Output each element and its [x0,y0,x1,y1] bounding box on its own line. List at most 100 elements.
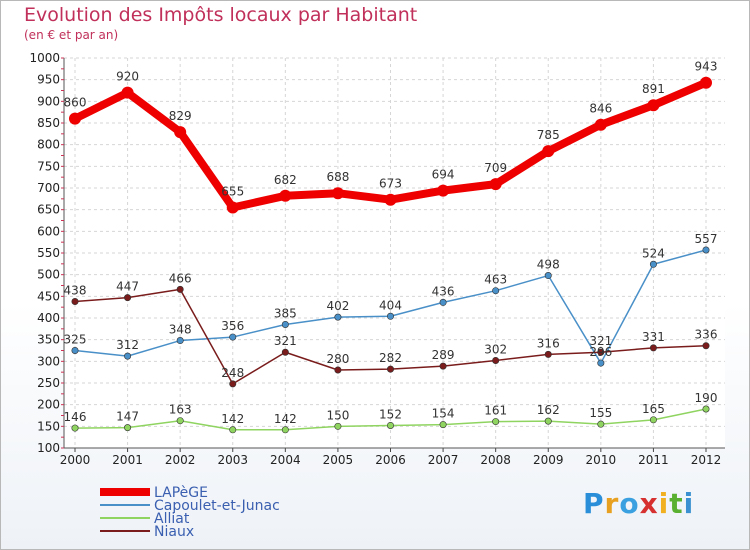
data-point [176,417,184,425]
data-label: 385 [274,307,297,321]
y-tick-label: 700 [37,181,60,195]
data-point [544,272,552,280]
data-point [439,421,447,429]
data-label: 147 [116,410,139,424]
data-point [71,346,79,354]
data-point [437,184,450,197]
data-point [279,189,292,202]
data-point [281,320,289,328]
x-tick-label: 2003 [217,453,248,467]
logo-letter: i [658,487,670,520]
data-label: 860 [64,96,87,110]
legend-entry: Capoulet-et-Junac [154,498,280,514]
data-label: 142 [221,412,244,426]
data-point [386,312,394,320]
data-label: 891 [642,82,665,96]
y-tick-label: 350 [37,333,60,347]
x-tick-label: 2004 [270,453,301,467]
data-point [281,426,289,434]
data-label: 336 [695,328,718,342]
data-point [281,348,289,356]
data-point [226,201,239,214]
data-point [702,405,710,413]
data-label: 331 [642,330,665,344]
data-label: 829 [169,109,192,123]
y-tick-label: 800 [37,138,60,152]
data-point [71,424,79,432]
x-tick-label: 2008 [480,453,511,467]
data-label: 282 [379,351,402,365]
x-tick-label: 2010 [586,453,617,467]
data-label: 673 [379,177,402,191]
logo-letter: x [639,487,659,520]
x-tick-label: 2000 [60,453,91,467]
x-tick-label: 2011 [638,453,669,467]
data-label: 312 [116,338,139,352]
data-label: 402 [326,299,349,313]
x-tick-label: 2012 [691,453,722,467]
data-point [71,298,79,306]
data-point [384,193,397,206]
data-label: 463 [484,273,507,287]
legend-entry: Niaux [154,524,194,540]
chart-subtitle: (en € et par an) [24,28,119,42]
data-point [386,365,394,373]
data-label: 436 [432,284,455,298]
y-tick-label: 600 [37,224,60,238]
y-tick-label: 1000 [29,51,60,65]
y-tick-label: 250 [37,376,60,390]
x-tick-label: 2009 [533,453,564,467]
y-tick-label: 450 [37,289,60,303]
legend-entry: Alliat [154,511,190,527]
data-point [594,118,607,131]
data-point [647,99,660,112]
data-label: 190 [695,391,718,405]
data-label: 162 [537,403,560,417]
data-label: 146 [64,410,87,424]
data-point [544,350,552,358]
y-tick-label: 900 [37,94,60,108]
data-label: 846 [589,102,612,116]
data-label: 498 [537,258,560,272]
y-tick-label: 500 [37,268,60,282]
x-tick-label: 2007 [428,453,459,467]
data-point [331,187,344,200]
data-point [702,246,710,254]
data-point [386,421,394,429]
data-point [69,112,81,125]
data-label: 316 [537,336,560,350]
data-label: 321 [589,334,612,348]
data-label: 321 [274,334,297,348]
data-label: 302 [484,342,507,356]
data-point [492,287,500,295]
data-point [229,380,237,388]
data-point [176,285,184,293]
data-point [542,145,555,158]
legend-entry: LAPèGE [154,485,208,501]
data-point [702,342,710,350]
y-tick-label: 150 [37,419,60,433]
data-label: 155 [589,406,612,420]
data-point [124,424,132,432]
data-label: 709 [484,161,507,175]
data-point [439,298,447,306]
data-point [649,416,657,424]
logo-letter: t [669,487,684,520]
logo-letter: o [619,487,640,520]
y-tick-label: 100 [37,441,60,455]
data-label: 165 [642,402,665,416]
data-point [174,126,187,139]
data-label: 356 [221,319,244,333]
data-label: 466 [169,271,192,285]
data-label: 785 [537,128,560,142]
data-point [492,418,500,426]
data-point [229,426,237,434]
data-label: 920 [116,70,139,84]
data-point [334,313,342,321]
data-point [124,294,132,302]
y-tick-label: 950 [37,73,60,87]
logo-letter: r [604,487,620,520]
y-tick-label: 200 [37,398,60,412]
data-point [229,333,237,341]
